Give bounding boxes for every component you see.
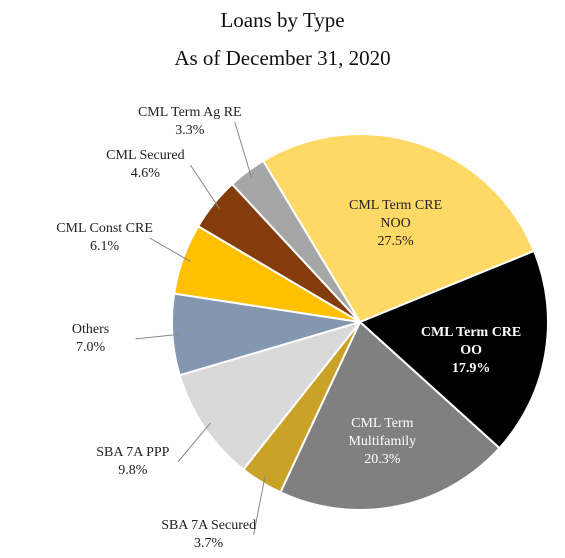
pie-slice [230, 159, 361, 323]
value-label: 4.6% [130, 166, 160, 182]
value-label: 6.1% [89, 238, 120, 254]
category-label: CML Term Multifamily [348, 415, 417, 449]
data-label: SBA 7A PPP 9.8% [68, 444, 198, 480]
category-label: SBA 7A Secured [161, 517, 257, 533]
pie-slice [358, 249, 549, 450]
leader-line [149, 237, 191, 262]
category-label: Others [71, 321, 110, 337]
category-label: CML Const CRE [56, 220, 153, 236]
pie-slice [279, 320, 501, 511]
value-label: 20.3% [364, 451, 401, 467]
data-label: CML Term Multifamily 20.3% [322, 415, 442, 469]
data-label: CML Term CRE OO 17.9% [411, 324, 531, 378]
value-label: 9.8% [118, 462, 148, 478]
category-label: CML Secured [106, 148, 185, 164]
chart-subtitle: As of December 31, 2020 [174, 46, 391, 70]
category-label: CML Term Ag RE [137, 105, 242, 121]
value-label: 3.7% [194, 535, 224, 551]
category-label: CML Term CRE NOO [349, 197, 443, 231]
chart-title: Loans by Type [220, 8, 345, 32]
value-label: 3.3% [175, 123, 205, 139]
data-label: CML Const CRE 6.1% [40, 220, 170, 256]
data-label: CML Term Ag RE 3.3% [125, 104, 255, 140]
leader-line [135, 333, 180, 340]
pie-slice [178, 320, 363, 471]
leader-line [253, 475, 266, 535]
data-label: CML Term CRE NOO 27.5% [336, 197, 456, 251]
pie-slice [261, 133, 536, 324]
leader-line [189, 164, 220, 209]
leader-line [177, 422, 211, 463]
data-label: Others 7.0% [26, 321, 156, 357]
value-label: 27.5% [377, 233, 414, 249]
category-label: CML Term CRE OO [420, 324, 522, 358]
category-label: SBA 7A PPP [96, 444, 170, 460]
leader-line [234, 122, 253, 178]
value-label: 7.0% [75, 339, 106, 355]
data-label: SBA 7A Secured 3.7% [144, 517, 274, 553]
value-label: 17.9% [451, 360, 491, 376]
data-label: CML Secured 4.6% [80, 147, 210, 183]
